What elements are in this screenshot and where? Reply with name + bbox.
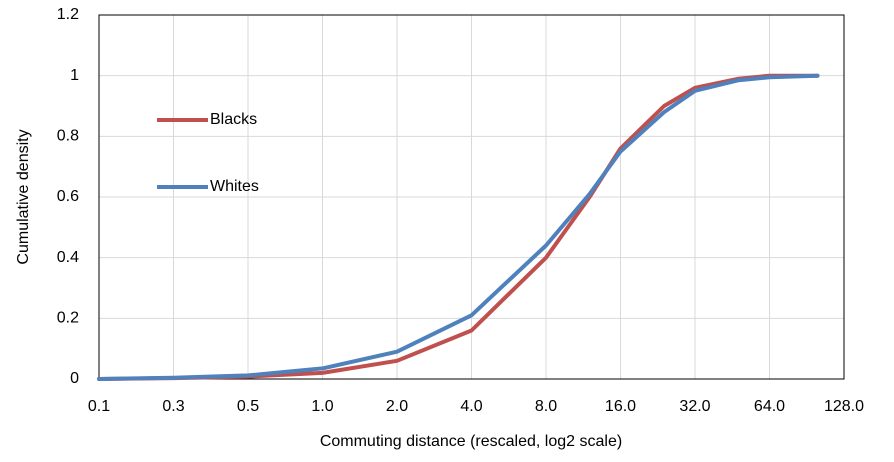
y-tick-label: 0.8 [57, 128, 79, 145]
x-axis-label: Commuting distance (rescaled, log2 scale… [320, 433, 622, 450]
x-tick-label: 1.0 [311, 398, 333, 415]
x-tick-label: 0.5 [237, 398, 259, 415]
x-tick-label: 8.0 [535, 398, 557, 415]
legend-label: Blacks [210, 111, 257, 128]
x-tick-label: 4.0 [460, 398, 482, 415]
y-tick-label: 0.4 [57, 249, 79, 266]
y-tick-label: 0.6 [57, 188, 79, 205]
y-tick-label: 0.2 [57, 310, 79, 327]
y-axis-label: Cumulative density [15, 129, 32, 264]
legend-label: Whites [210, 178, 259, 195]
x-tick-label: 64.0 [754, 398, 785, 415]
line [97, 73, 820, 381]
x-tick-label: 128.0 [824, 398, 864, 415]
x-tick-label: 2.0 [386, 398, 408, 415]
x-tick-label: 0.3 [162, 398, 184, 415]
plot-border [98, 14, 845, 380]
y-tick-label: 0 [70, 370, 79, 387]
y-tick-label: 1 [70, 67, 79, 84]
x-tick-label: 0.1 [88, 398, 110, 415]
x-tick-label: 32.0 [679, 398, 710, 415]
x-tick-label: 16.0 [605, 398, 636, 415]
y-tick-label: 1.2 [57, 6, 79, 23]
